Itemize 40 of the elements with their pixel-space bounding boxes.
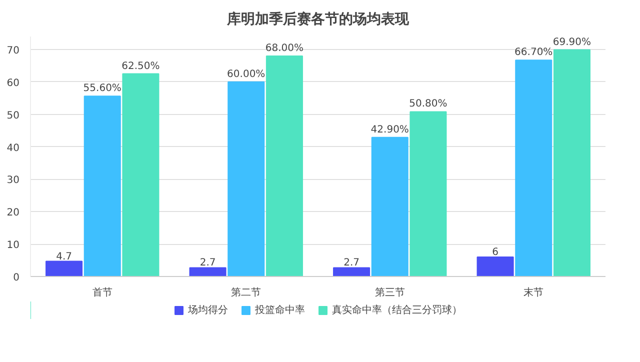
y-tick-label: 40 <box>6 142 20 154</box>
data-label: 6 <box>492 247 498 258</box>
bar <box>266 55 303 276</box>
data-label: 42.90% <box>370 124 409 136</box>
bar <box>333 267 370 276</box>
legend-label: 场均得分 <box>188 304 228 317</box>
data-label: 68.00% <box>265 42 304 54</box>
data-label: 60.00% <box>227 68 266 80</box>
bar <box>122 73 160 276</box>
y-tick-label: 0 <box>13 272 20 284</box>
x-tick-label: 末节 <box>524 286 544 298</box>
bar <box>553 49 590 276</box>
bar <box>476 256 514 276</box>
data-label: 66.70% <box>514 47 553 58</box>
y-tick-label: 50 <box>6 110 20 122</box>
x-tick-label: 第三节 <box>374 286 405 298</box>
legend-label: 真实命中率（结合三分罚球） <box>332 304 462 317</box>
data-label: 2.7 <box>344 258 360 269</box>
y-tick-label: 60 <box>6 78 20 89</box>
y-tick-label: 10 <box>6 240 20 252</box>
bar <box>228 81 265 276</box>
data-label: 62.50% <box>122 60 160 72</box>
legend-label: 投篮命中率 <box>255 304 305 317</box>
data-label: 69.90% <box>552 36 592 48</box>
data-label: 55.60% <box>83 83 122 94</box>
bar <box>410 111 447 276</box>
bar <box>46 260 83 276</box>
x-tick-label: 第二节 <box>231 286 262 298</box>
chart-title: 库明加季后赛各节的场均表现 <box>226 10 410 28</box>
y-tick-label: 20 <box>6 208 20 219</box>
bar <box>515 60 552 276</box>
data-label: 4.7 <box>56 251 72 262</box>
y-tick-label: 30 <box>6 175 20 186</box>
x-tick-label: 首节 <box>92 286 112 298</box>
bar <box>84 96 121 276</box>
data-label: 2.7 <box>200 258 216 269</box>
bar <box>189 267 226 276</box>
data-label: 50.80% <box>409 98 448 110</box>
y-tick-label: 70 <box>6 45 20 56</box>
bar <box>371 136 408 276</box>
